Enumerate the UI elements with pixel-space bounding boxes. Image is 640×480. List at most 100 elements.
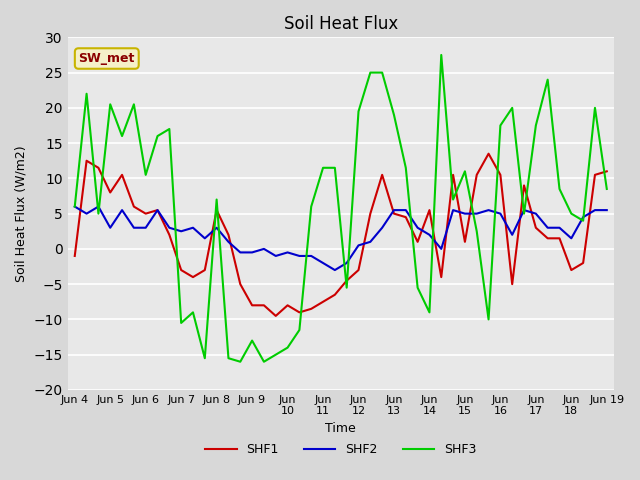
SHF3 [212,197,220,203]
Title: Soil Heat Flux: Soil Heat Flux [284,15,398,33]
SHF1 [166,232,173,238]
SHF1 [473,172,481,178]
SHF1 [319,299,327,305]
Line: SHF1: SHF1 [75,154,607,316]
SHF1 [201,267,209,273]
SHF2 [106,225,114,230]
SHF3 [402,165,410,171]
SHF3 [568,211,575,216]
SHF1 [402,214,410,220]
SHF3 [154,133,161,139]
SHF1 [130,204,138,209]
SHF1 [603,168,611,174]
SHF3 [414,285,422,290]
SHF2 [426,232,433,238]
SHF1 [343,278,351,284]
SHF2 [579,214,587,220]
SHF2 [414,225,422,230]
SHF1 [426,207,433,213]
SHF3 [484,316,492,322]
SHF1 [177,267,185,273]
SHF1 [236,281,244,287]
SHF2 [343,260,351,266]
SHF1 [106,190,114,195]
SHF1 [378,172,386,178]
SHF1 [532,225,540,230]
SHF2 [461,211,468,216]
SHF3 [248,338,256,344]
Legend: SHF1, SHF2, SHF3: SHF1, SHF2, SHF3 [200,438,481,461]
SHF1 [189,274,197,280]
SHF1 [284,302,291,308]
SHF3 [378,70,386,75]
SHF2 [331,267,339,273]
SHF1 [307,306,315,312]
SHF3 [142,172,150,178]
SHF3 [532,122,540,128]
SHF3 [260,359,268,365]
SHF2 [390,207,398,213]
SHF2 [118,207,126,213]
SHF3 [437,52,445,58]
SHF3 [225,355,232,361]
SHF3 [130,101,138,107]
SHF2 [402,207,410,213]
SHF1 [296,310,303,315]
SHF3 [520,211,528,216]
SHF3 [201,355,209,361]
SHF2 [189,225,197,230]
SHF2 [591,207,599,213]
SHF2 [355,242,362,248]
SHF2 [154,207,161,213]
SHF1 [449,172,457,178]
SHF2 [212,225,220,230]
SHF2 [95,204,102,209]
SHF1 [355,267,362,273]
SHF1 [83,158,90,164]
SHF2 [532,211,540,216]
Line: SHF3: SHF3 [75,55,607,362]
SHF1 [225,232,232,238]
SHF1 [154,207,161,213]
SHF3 [449,197,457,203]
SHF3 [603,186,611,192]
SHF1 [272,313,280,319]
SHF3 [106,101,114,107]
SHF2 [367,239,374,245]
SHF2 [449,207,457,213]
SHF3 [591,105,599,111]
SHF2 [166,225,173,230]
SHF3 [426,310,433,315]
SHF2 [177,228,185,234]
SHF1 [437,274,445,280]
SHF3 [296,327,303,333]
SHF3 [343,285,351,290]
SHF3 [497,122,504,128]
SHF3 [461,168,468,174]
SHF2 [497,211,504,216]
SHF1 [367,211,374,216]
SHF3 [118,133,126,139]
SHF2 [71,204,79,209]
SHF1 [95,165,102,171]
SHF1 [71,253,79,259]
SHF3 [166,126,173,132]
SHF3 [579,218,587,224]
SHF1 [520,182,528,188]
SHF1 [331,292,339,298]
SHF1 [579,260,587,266]
SHF3 [272,352,280,358]
SHF1 [556,235,563,241]
SHF1 [212,207,220,213]
SHF2 [307,253,315,259]
SHF2 [378,225,386,230]
SHF2 [142,225,150,230]
SHF2 [437,246,445,252]
SHF2 [296,253,303,259]
SHF1 [248,302,256,308]
SHF3 [189,310,197,315]
SHF3 [319,165,327,171]
SHF2 [83,211,90,216]
SHF3 [71,204,79,209]
SHF1 [497,172,504,178]
